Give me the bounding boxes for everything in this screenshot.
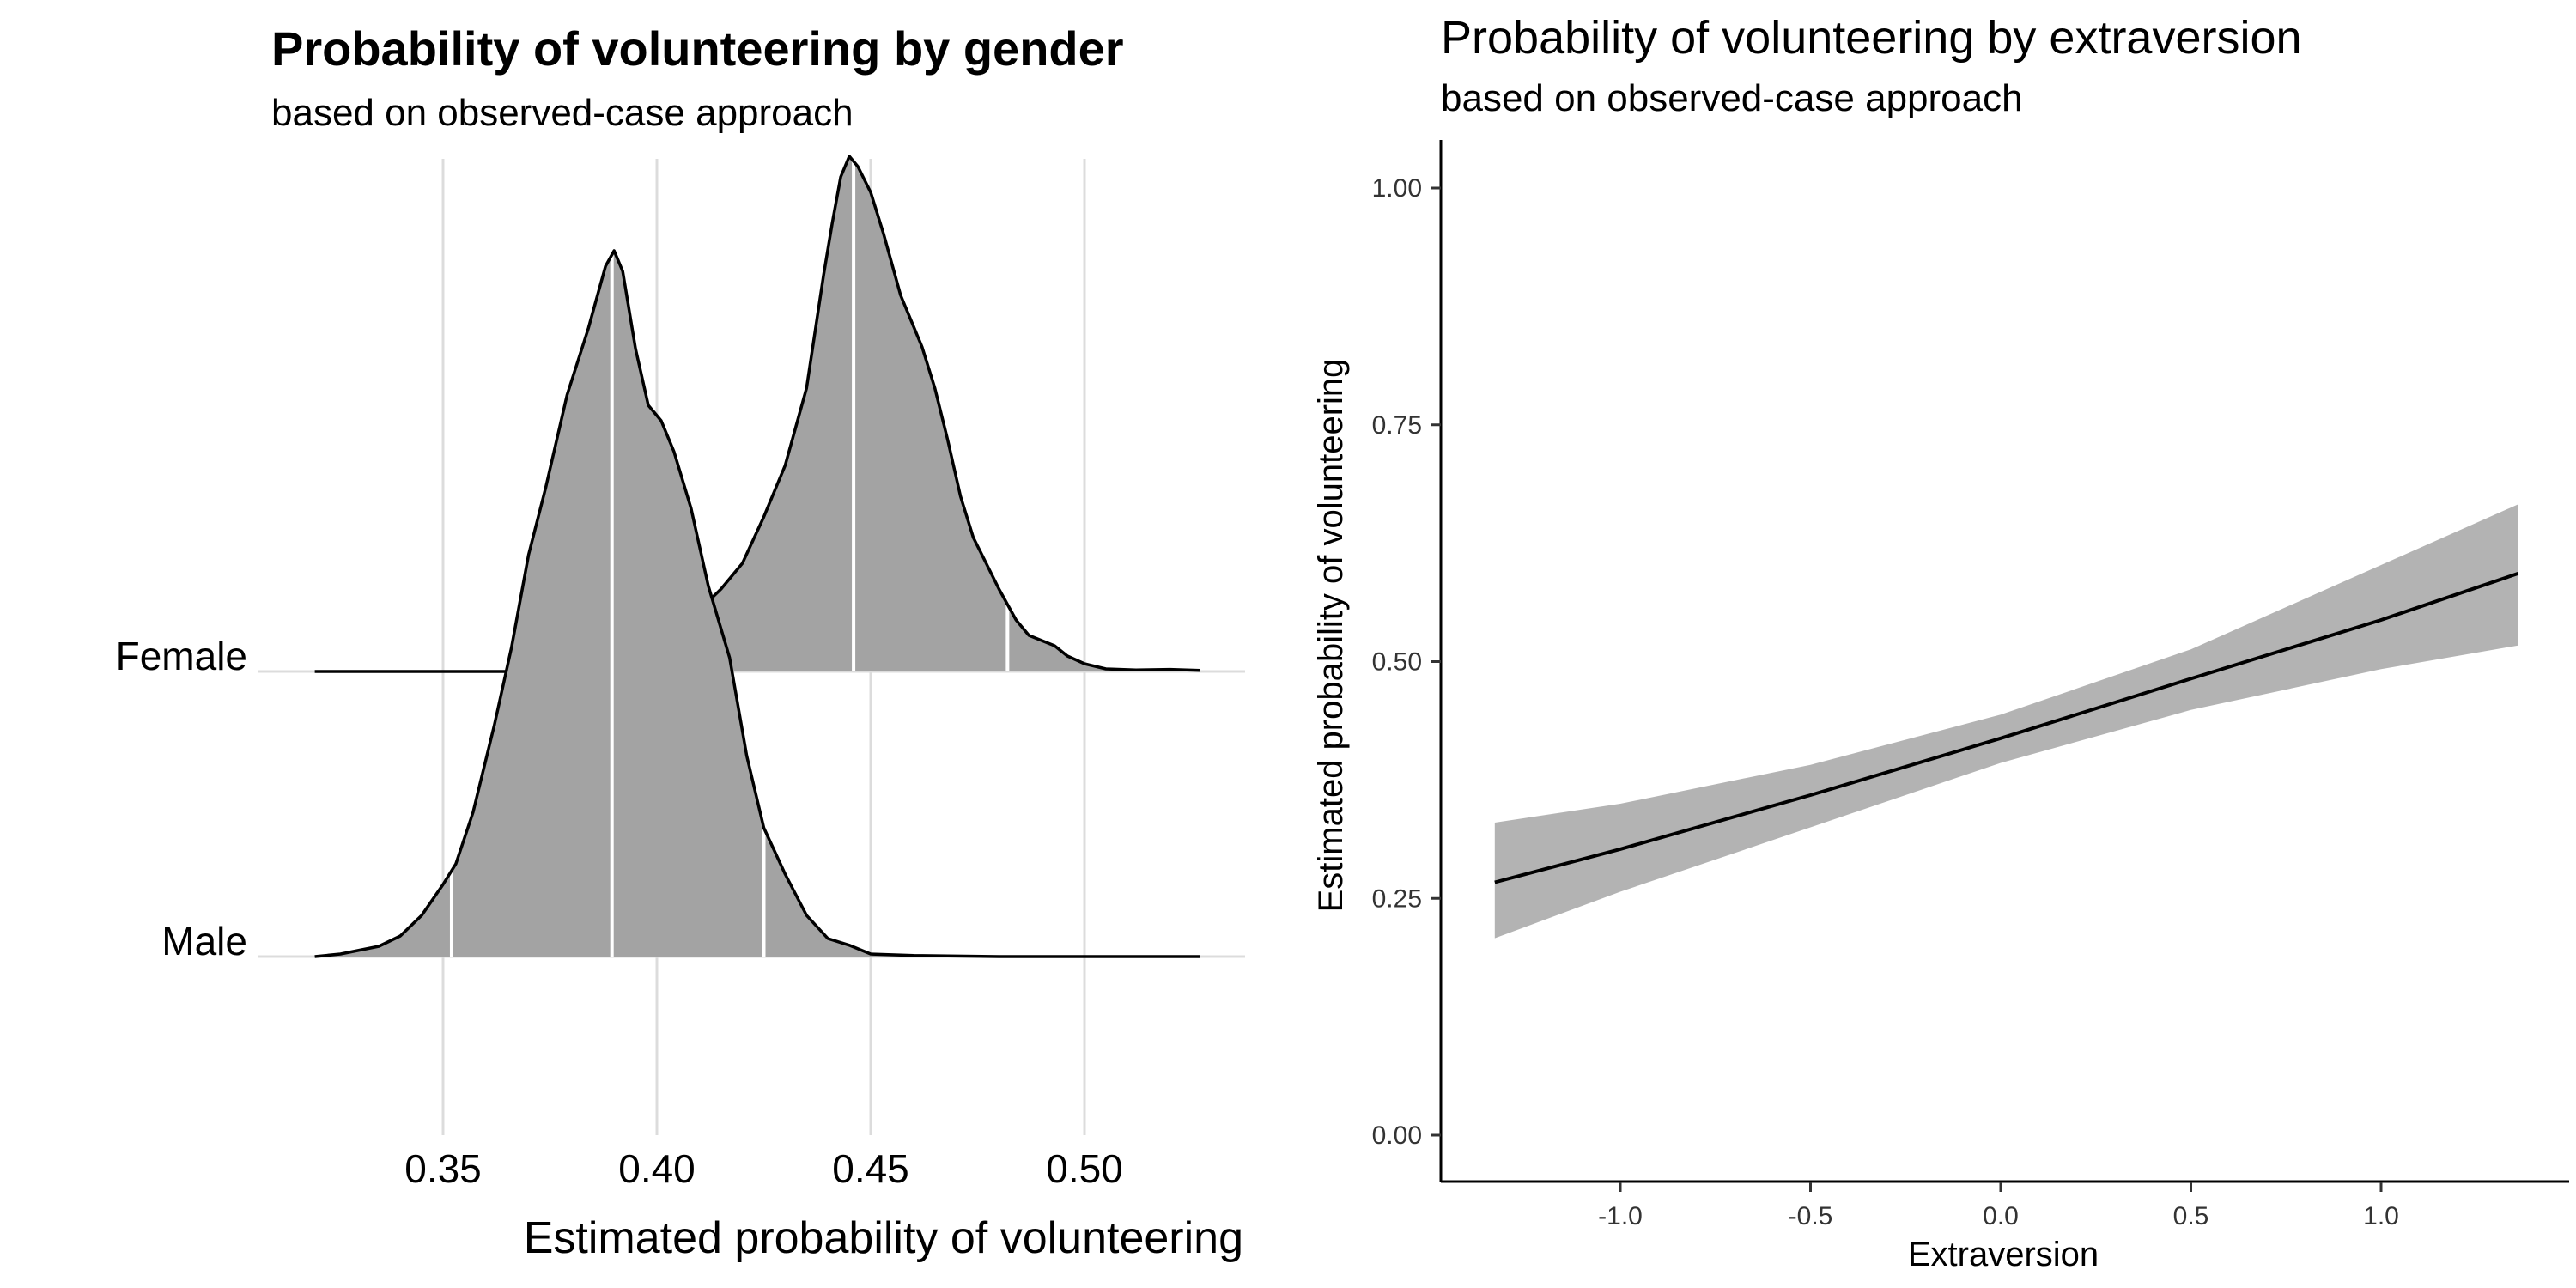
y-tick-label-0.25: 0.25 (1372, 884, 1422, 913)
right-chart-title: Probability of volunteering by extravers… (1441, 12, 2302, 64)
y-tick-label-0.50: 0.50 (1372, 648, 1422, 677)
density-outline-male (314, 249, 1200, 958)
right-x-axis-title: Extraversion (1908, 1236, 2099, 1273)
x-tick-label-0.40: 0.40 (618, 1146, 696, 1191)
extraversion-line-panel: Probability of volunteering by extravers… (1312, 12, 2569, 1273)
confidence-band (1494, 504, 2518, 939)
left-ridges (314, 155, 1200, 958)
x-tick-label-0.0: 0.0 (1983, 1202, 2019, 1230)
left-chart-title: Probability of volunteering by gender (271, 21, 1124, 76)
y-tick-label-0.00: 0.00 (1372, 1121, 1422, 1150)
gender-density-panel: Probability of volunteering by gender ba… (116, 21, 1245, 1263)
category-label-female: Female (116, 634, 247, 678)
left-chart-subtitle: based on observed-case approach (271, 92, 854, 134)
x-tick-label-1.0: 1.0 (2363, 1202, 2399, 1230)
right-y-ticks: 0.00 0.25 0.50 0.75 1.00 (1372, 174, 1441, 1150)
left-x-axis-title: Estimated probability of volunteering (524, 1213, 1243, 1263)
category-label-male: Male (161, 919, 247, 963)
x-tick-label-0.50: 0.50 (1046, 1146, 1123, 1191)
x-tick-label--0.5: -0.5 (1789, 1202, 1833, 1230)
ridge-male (314, 249, 1200, 958)
x-tick-label-0.5: 0.5 (2173, 1202, 2209, 1230)
x-tick-label-0.35: 0.35 (404, 1146, 482, 1191)
y-tick-label-1.00: 1.00 (1372, 174, 1422, 203)
right-chart-subtitle: based on observed-case approach (1441, 77, 2023, 119)
density-fill-female (314, 156, 1200, 671)
left-category-labels: Female Male (116, 634, 247, 963)
x-tick-label--1.0: -1.0 (1598, 1202, 1643, 1230)
density-outline-female (314, 155, 1200, 673)
right-y-axis-title: Estimated probability of volunteering (1312, 359, 1350, 913)
density-fill-male (314, 251, 1200, 957)
y-tick-label-0.75: 0.75 (1372, 411, 1422, 440)
right-x-ticks: -1.0 -0.5 0.0 0.5 1.0 (1598, 1182, 2399, 1230)
fitted-line (1494, 572, 2519, 884)
x-tick-label-0.45: 0.45 (832, 1146, 909, 1191)
left-x-tick-labels: 0.35 0.40 0.45 0.50 (404, 1146, 1123, 1191)
